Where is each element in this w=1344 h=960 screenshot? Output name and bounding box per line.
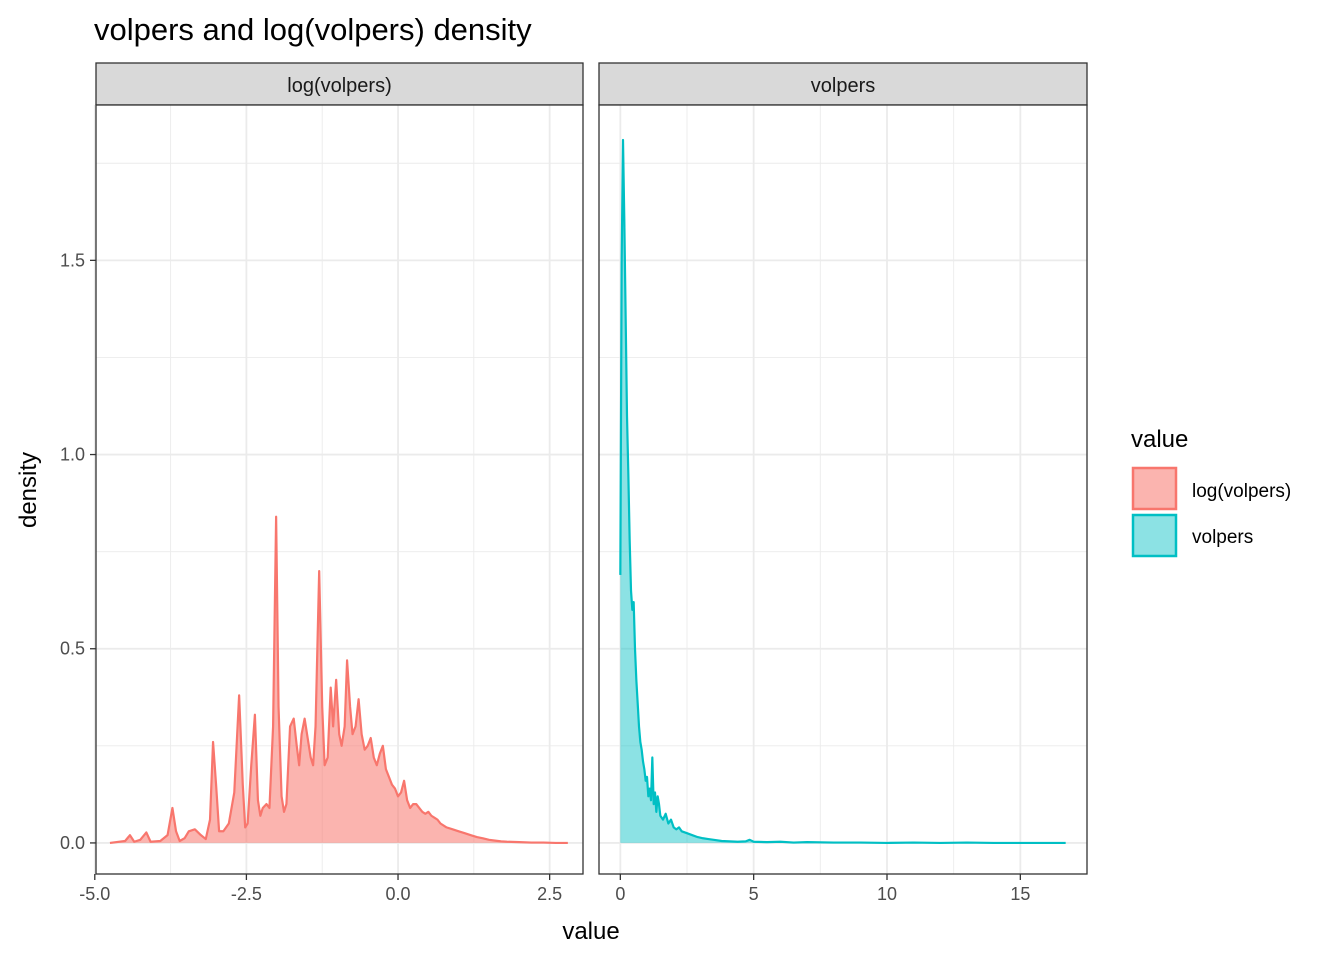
density-line [619, 138, 1066, 845]
density-series-volpers [619, 138, 1066, 845]
y-axis-ticks: 0.0 0.5 1.0 1.5 [60, 250, 96, 853]
x-tick-label: -2.5 [231, 884, 262, 904]
chart-title: volpers and log(volpers) density [94, 12, 532, 47]
strip-label-log-volpers: log(volpers) [287, 75, 391, 97]
x-tick-label: 5 [749, 884, 759, 904]
y-axis-title: density [15, 452, 42, 528]
legend: value log(volpers) volpers [1131, 426, 1291, 558]
density-area [109, 516, 568, 843]
panel-border [95, 104, 584, 875]
panel-log-volpers: log(volpers) -5.0 -2.5 0.0 2.5 [79, 62, 584, 904]
x-axis-ticks: 0 5 10 15 [615, 874, 1030, 904]
y-tick-label: 1.0 [60, 445, 85, 465]
legend-key [1131, 466, 1178, 511]
legend-title: value [1131, 426, 1188, 453]
panel-border [598, 104, 1088, 875]
x-tick-label: -5.0 [79, 884, 110, 904]
x-tick-label: 15 [1010, 884, 1030, 904]
x-tick-label: 0.0 [386, 884, 411, 904]
strip-background [598, 62, 1088, 106]
gridlines [93, 105, 583, 874]
density-series-log-volpers [109, 515, 568, 845]
y-tick-label: 0.5 [60, 639, 85, 659]
legend-key [1131, 513, 1178, 558]
panel-volpers: volpers 0 5 10 15 [598, 62, 1088, 904]
x-tick-label: 0 [615, 884, 625, 904]
strip-label-volpers: volpers [811, 75, 875, 97]
legend-label: log(volpers) [1192, 481, 1291, 502]
legend-entry-log-volpers: log(volpers) [1131, 466, 1291, 511]
legend-label: volpers [1192, 527, 1253, 548]
legend-entry-volpers: volpers [1131, 513, 1253, 558]
x-axis-title: value [562, 918, 619, 945]
x-axis-ticks: -5.0 -2.5 0.0 2.5 [79, 874, 562, 904]
y-tick-label: 0.0 [60, 833, 85, 853]
density-line [109, 515, 568, 845]
strip-background [95, 62, 584, 106]
x-tick-label: 10 [877, 884, 897, 904]
x-tick-label: 2.5 [537, 884, 562, 904]
y-tick-label: 1.5 [60, 250, 85, 270]
panel-background [599, 105, 1087, 874]
